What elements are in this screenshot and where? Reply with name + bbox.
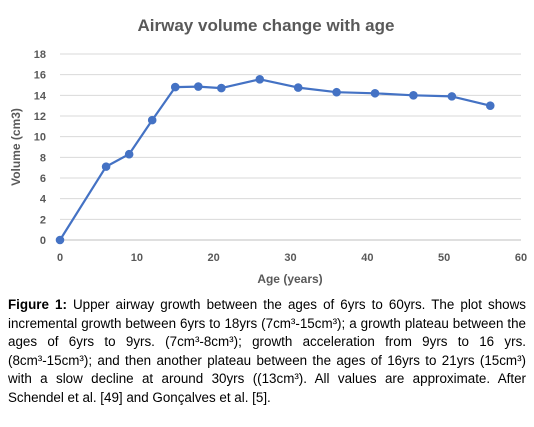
x-tick-label: 10 [131, 252, 143, 264]
data-point [293, 83, 303, 92]
x-tick-label: 20 [208, 252, 220, 264]
data-point [255, 75, 265, 84]
data-point [124, 149, 134, 159]
data-point [332, 87, 341, 97]
chart-title: Airway volume change with age [138, 16, 395, 35]
data-point [147, 115, 157, 125]
y-tick-label: 2 [40, 214, 46, 226]
y-tick-label: 6 [40, 173, 46, 185]
series-line [59, 78, 491, 241]
y-tick-label: 10 [34, 132, 46, 144]
axes: 0 2 4 6 8 10 12 14 16 18 0 10 20 30 40 50 60 [34, 49, 527, 264]
y-tick-label: 12 [34, 111, 46, 123]
plot-area [55, 75, 495, 245]
data-point [101, 162, 111, 171]
y-tick-label: 16 [34, 70, 46, 82]
data-point [55, 235, 65, 245]
x-tick-label: 30 [284, 252, 296, 264]
y-tick-label: 4 [40, 194, 47, 206]
data-point [170, 82, 180, 92]
y-tick-label: 0 [40, 235, 46, 247]
x-tick-label: 50 [438, 252, 450, 264]
x-tick-label: 0 [57, 252, 63, 264]
caption-lead: Figure 1: [8, 297, 67, 312]
data-point [217, 83, 226, 93]
data-point [194, 82, 203, 91]
x-tick-label: 40 [361, 252, 373, 264]
y-tick-label: 8 [40, 152, 46, 164]
y-tick-label: 18 [34, 49, 46, 61]
x-axis-title: Age (years) [257, 272, 322, 286]
caption-text: Upper airway growth between the ages of … [8, 297, 526, 405]
x-tick-label: 60 [515, 252, 527, 264]
data-point [370, 88, 380, 98]
chart: Airway volume change with age 0 2 4 6 8 10 12 1… [9, 16, 527, 286]
y-axis-title: Volume (cm3) [9, 108, 23, 186]
data-point [409, 91, 418, 100]
y-tick-label: 14 [34, 90, 47, 102]
data-point [485, 101, 495, 110]
gridlines [60, 53, 521, 220]
figure-caption: Figure 1: Upper airway growth between th… [8, 296, 526, 408]
data-point [447, 92, 457, 101]
